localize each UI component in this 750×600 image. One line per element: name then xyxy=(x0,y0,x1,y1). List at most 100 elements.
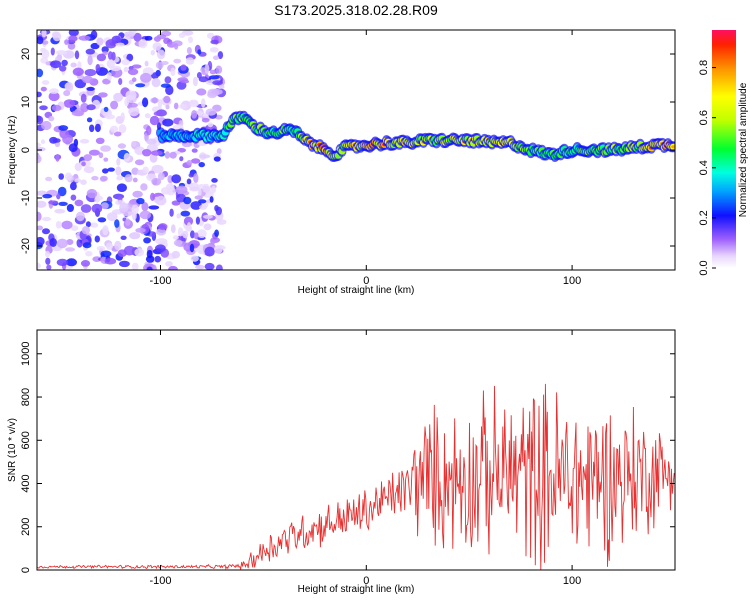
spectrogram-ylabel: Frequency (Hz) xyxy=(7,116,18,185)
spectrogram-noise-blob xyxy=(142,97,149,108)
spectrogram-noise-blob xyxy=(55,154,60,162)
spectrogram-noise-blob xyxy=(186,47,192,55)
spectrogram-noise-blob xyxy=(131,262,139,270)
spectrogram-noise-blob xyxy=(70,225,79,232)
spectrogram-noise-blob xyxy=(82,242,92,249)
spectrogram-noise-blob xyxy=(134,159,145,166)
spectrogram-noise-blob xyxy=(63,90,71,97)
spectrogram-noise-blob xyxy=(105,39,117,49)
spectrogram-noise-blob xyxy=(128,106,140,117)
spectrogram-noise-blob xyxy=(90,30,98,40)
spectrogram-noise-blob xyxy=(118,260,130,268)
spectrogram-noise-blob xyxy=(106,212,118,222)
spectrogram-noise-blob xyxy=(98,92,108,98)
spectrogram-noise-blob xyxy=(106,59,116,69)
spectrogram-noise-blob xyxy=(162,118,174,127)
spectrogram-noise-blob xyxy=(155,195,167,206)
spectrogram-noise-blob xyxy=(180,64,187,71)
spectrogram-noise-blob xyxy=(165,183,175,191)
spectrogram-noise-blob xyxy=(148,205,160,210)
spectrogram-noise-blob xyxy=(49,88,59,94)
spectrogram-noise-blob xyxy=(145,255,155,263)
spectrogram-noise-blob xyxy=(199,154,211,159)
spectrogram-noise-blob xyxy=(213,156,221,162)
spectrogram-noise-blob xyxy=(217,51,224,60)
spectrogram-noise-blob xyxy=(133,32,142,42)
spectrogram-track-peak xyxy=(671,145,675,149)
spectrogram-noise-blob xyxy=(214,229,220,237)
spectrogram-noise-blob xyxy=(195,216,200,225)
spectrogram-noise-blob xyxy=(205,108,217,116)
spectrogram-noise-blob xyxy=(85,221,91,228)
spectrogram-noise-blob xyxy=(168,265,178,270)
spectrogram-noise-blob xyxy=(131,204,139,215)
colorbar-label: Normalized spectral amplitude xyxy=(738,82,749,217)
spectrogram-noise-blob xyxy=(203,223,212,231)
spectrogram-noise-blob xyxy=(113,131,122,137)
spectrogram-noise-blob xyxy=(40,139,46,144)
spectrogram-noise-blob xyxy=(41,216,52,222)
spectrogram-noise-blob xyxy=(150,97,159,104)
spectrogram-noise-blob xyxy=(139,210,151,220)
spectrogram-noise-blob xyxy=(91,176,99,181)
spectrogram-noise-blob xyxy=(200,98,206,108)
spectrogram-noise-blob xyxy=(74,178,82,183)
spectrogram-noise-blob xyxy=(129,200,137,205)
spectrogram-noise-blob xyxy=(149,153,158,163)
spectrogram-noise-blob xyxy=(100,250,112,258)
spectrogram-noise-blob xyxy=(80,204,92,213)
spectrogram-noise-blob xyxy=(58,125,69,131)
snr-xlabel: Height of straight line (km) xyxy=(298,584,415,595)
spectrogram-noise-blob xyxy=(52,138,61,143)
spectrogram-ytick-label: -20 xyxy=(20,238,32,254)
spectrogram-noise-blob xyxy=(202,185,211,193)
spectrogram-noise-blob xyxy=(56,238,68,249)
spectrogram-noise-blob xyxy=(123,152,131,162)
snr-plot-area xyxy=(37,330,675,570)
spectrogram-noise-blob xyxy=(178,32,186,38)
snr-xtick-label: 0 xyxy=(363,575,369,587)
spectrogram-noise-blob xyxy=(170,224,176,234)
spectrogram-noise-blob xyxy=(58,173,64,180)
spectrogram-noise-blob xyxy=(157,99,163,109)
spectrogram-noise-blob xyxy=(216,219,227,225)
spectrogram-noise-blob xyxy=(94,235,101,243)
spectrogram-noise-blob xyxy=(116,175,124,181)
spectrogram-noise-blob xyxy=(83,166,95,174)
spectrogram-noise-blob xyxy=(188,101,199,107)
spectrogram-noise-blob xyxy=(55,221,62,229)
colorbar-tick-label: 0.6 xyxy=(698,110,710,125)
spectrogram-xtick-label: -100 xyxy=(149,275,171,287)
spectrogram-noise-blob xyxy=(207,122,214,128)
colorbar-tick-label: 0.4 xyxy=(698,160,710,175)
spectrogram-noise-blob xyxy=(87,55,93,66)
spectrogram-noise-blob xyxy=(62,134,73,145)
spectrogram-xlabel: Height of straight line (km) xyxy=(298,285,415,296)
spectrogram-ytick-label: 20 xyxy=(20,48,32,60)
spectrogram-noise-blob xyxy=(196,88,207,96)
spectrogram-noise-blob xyxy=(194,195,203,200)
spectrogram-noise-blob xyxy=(150,192,155,201)
colorbar-tick-label: 0.0 xyxy=(698,260,710,275)
spectrogram-noise-blob xyxy=(153,111,163,116)
snr-ytick-label: 600 xyxy=(20,431,32,449)
spectrogram-noise-blob xyxy=(209,47,219,53)
spectrogram-noise-blob xyxy=(82,75,94,84)
spectrogram-noise-blob xyxy=(129,232,141,240)
spectrogram-noise-blob xyxy=(123,31,136,37)
spectrogram-noise-blob xyxy=(123,245,136,256)
spectrogram-noise-blob xyxy=(61,59,68,67)
spectrogram-noise-blob xyxy=(45,250,50,258)
spectrogram-noise-blob xyxy=(164,76,172,84)
spectrogram-noise-blob xyxy=(199,204,207,210)
spectrogram-noise xyxy=(37,30,227,270)
spectrogram-noise-blob xyxy=(102,225,109,236)
spectrogram-noise-blob xyxy=(64,82,72,90)
spectrogram-noise-blob xyxy=(212,80,224,86)
spectrogram-noise-blob xyxy=(185,57,195,65)
spectrogram-noise-blob xyxy=(173,239,183,247)
spectrogram-noise-blob xyxy=(70,182,77,191)
